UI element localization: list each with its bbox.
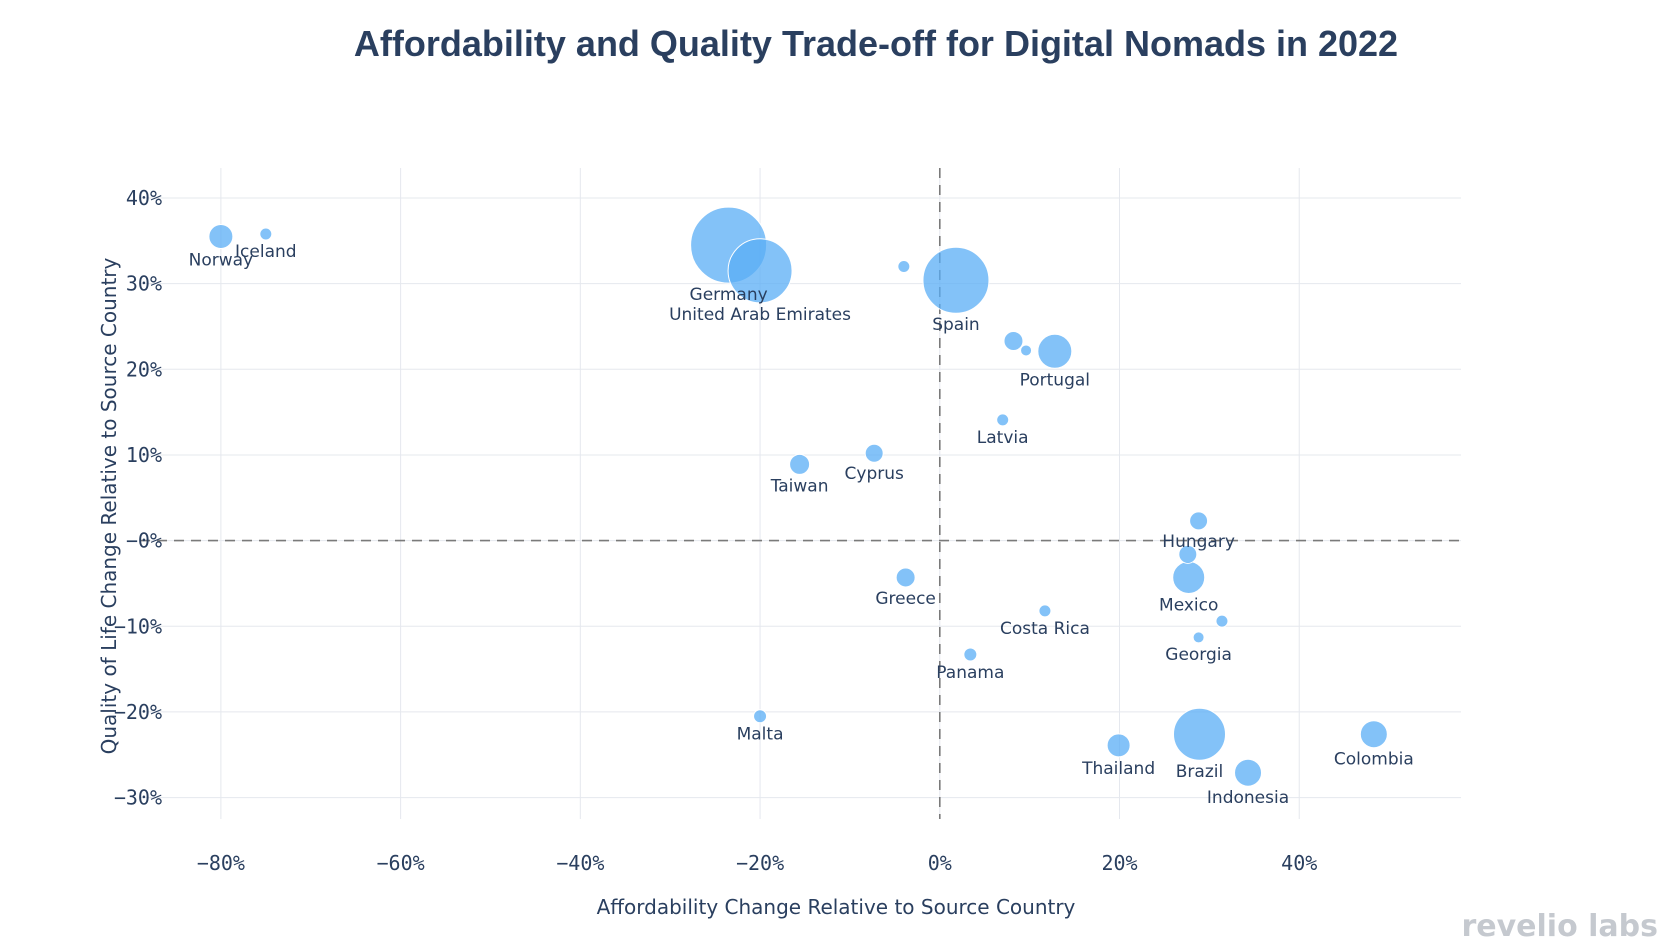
data-point-label: Indonesia (1207, 788, 1289, 808)
data-point-label: Panama (936, 663, 1004, 683)
x-tick-label: −20% (736, 851, 784, 875)
data-point-label: Thailand (1081, 759, 1155, 779)
y-tick-label: 40% (126, 186, 162, 210)
data-point-label: Colombia (1334, 750, 1414, 770)
y-tick-label: 20% (126, 357, 162, 381)
data-point-bubble[interactable] (1172, 707, 1226, 761)
data-point-bubble[interactable] (897, 260, 911, 274)
data-point-bubble[interactable] (1189, 511, 1209, 531)
data-point-bubble[interactable] (1037, 333, 1073, 369)
grid-layer (140, 168, 1461, 819)
x-tick-label: 0% (928, 851, 952, 875)
data-point-label: Norway (189, 251, 254, 271)
data-point-bubble[interactable] (208, 224, 234, 250)
data-point-label: Germany (690, 285, 768, 305)
y-tick-label: −30% (114, 786, 162, 810)
data-point-bubble[interactable] (1106, 733, 1131, 758)
data-point-bubble[interactable] (789, 453, 811, 475)
data-point-bubble[interactable] (727, 238, 793, 304)
data-point-label: United Arab Emirates (669, 305, 851, 325)
data-point-label: Spain (932, 315, 980, 335)
data-point-bubble[interactable] (259, 227, 273, 241)
data-point-bubble[interactable] (1020, 344, 1033, 357)
y-tick-label: −20% (114, 700, 162, 724)
data-point-label: Cyprus (845, 464, 904, 484)
y-tick-label: −10% (114, 614, 162, 638)
x-axis-title: Affordability Change Relative to Source … (597, 895, 1076, 919)
data-point-label: Georgia (1165, 645, 1232, 665)
data-point-label: Greece (875, 589, 936, 609)
data-point-bubble[interactable] (864, 443, 884, 463)
data-point-label: Iceland (235, 242, 297, 262)
data-point-label: Mexico (1159, 595, 1218, 615)
data-point-bubble[interactable] (1215, 614, 1229, 628)
x-tick-label: −40% (556, 851, 604, 875)
data-point-bubble[interactable] (963, 647, 978, 662)
tick-layer: −80% −60% −40% −20% 0% 20% 40% 40% 30% 20% 10% −0% −… (114, 186, 1317, 875)
y-tick-label: 30% (126, 272, 162, 296)
data-point-bubble[interactable] (1172, 560, 1206, 594)
revelio-labs-logo: revelio labs (1461, 909, 1658, 944)
x-tick-label: −60% (377, 851, 425, 875)
data-point-bubble[interactable] (1192, 631, 1205, 644)
chart-title: Affordability and Quality Trade-off for … (354, 23, 1398, 64)
data-point-label: Portugal (1020, 370, 1090, 390)
data-point-bubble[interactable] (753, 709, 768, 724)
data-point-label: Hungary (1162, 532, 1235, 552)
data-point-bubble[interactable] (996, 413, 1010, 427)
bubble-layer (208, 206, 1388, 787)
data-point-bubble[interactable] (1038, 604, 1052, 618)
data-point-bubble[interactable] (1178, 544, 1198, 564)
x-tick-label: 40% (1281, 851, 1317, 875)
data-point-label: Taiwan (770, 476, 829, 496)
data-point-label: Costa Rica (1000, 619, 1090, 639)
data-point-label: Latvia (977, 428, 1029, 448)
x-tick-label: 20% (1101, 851, 1137, 875)
data-point-bubble[interactable] (1003, 331, 1024, 352)
x-tick-label: −80% (197, 851, 245, 875)
data-point-bubble[interactable] (895, 567, 916, 588)
data-point-label: Brazil (1176, 762, 1223, 782)
y-axis-title: Quality of Life Change Relative to Sourc… (97, 257, 121, 754)
data-point-bubble[interactable] (1234, 758, 1263, 787)
y-tick-label: −0% (126, 529, 162, 553)
y-tick-label: 10% (126, 443, 162, 467)
data-point-bubble[interactable] (922, 246, 990, 314)
data-point-bubble[interactable] (1359, 720, 1388, 749)
data-point-label: Malta (737, 725, 784, 745)
